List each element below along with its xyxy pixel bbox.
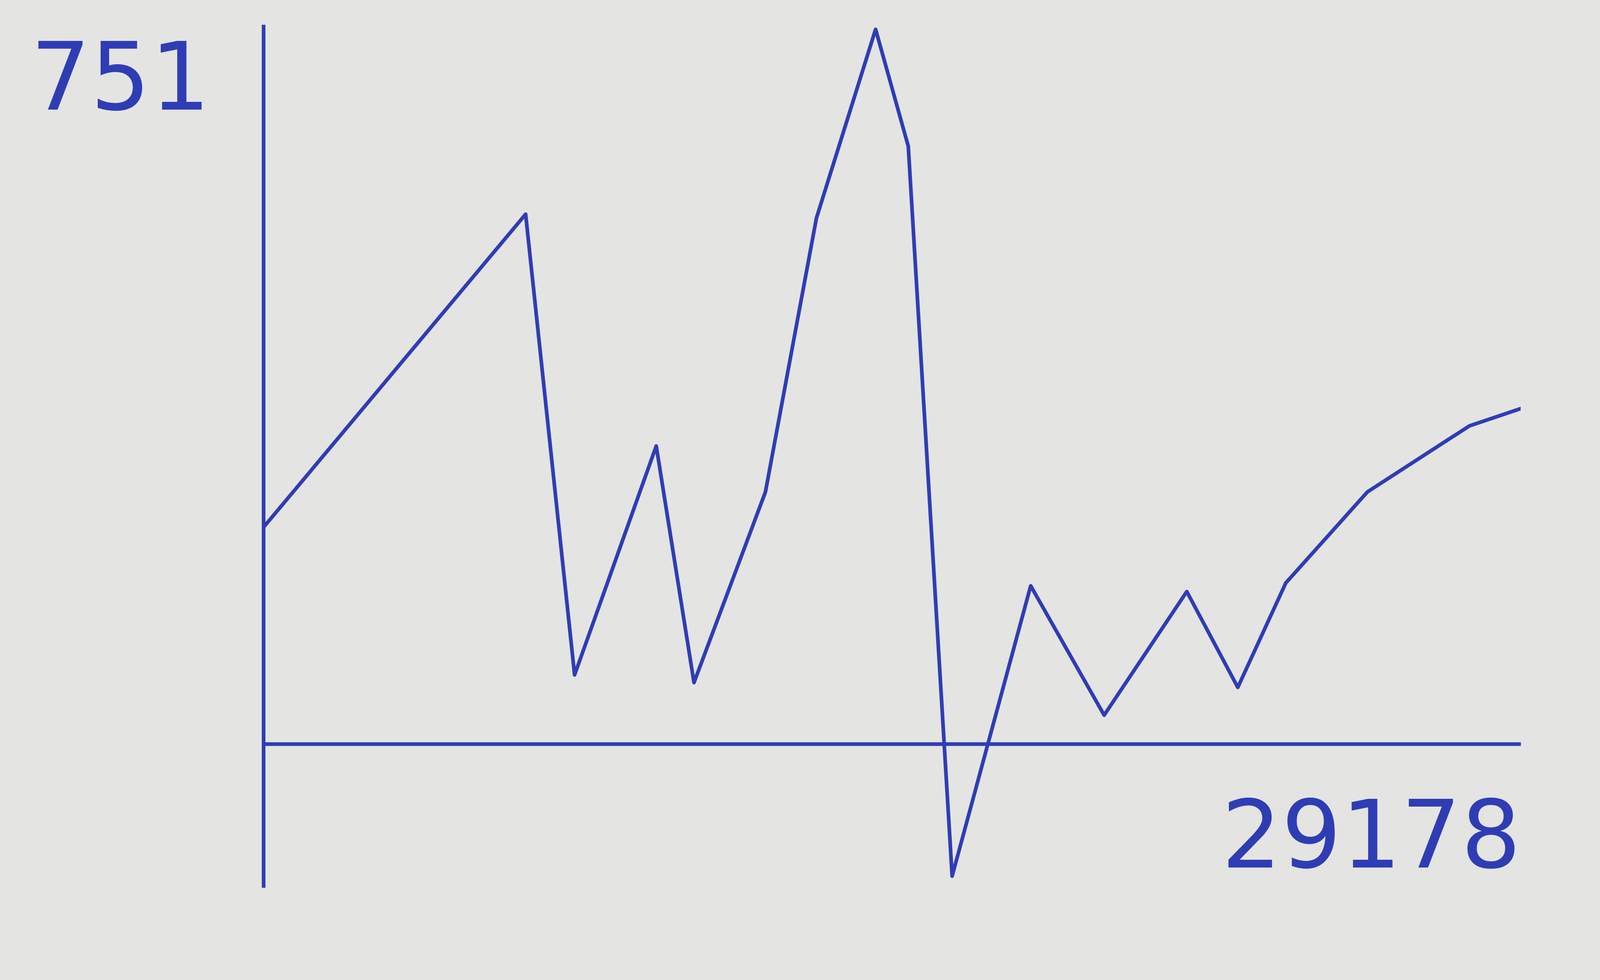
axis-line: [263, 742, 1522, 747]
tick-label: 751: [30, 22, 211, 132]
line: [263, 29, 1521, 877]
tick: 751: [30, 22, 264, 132]
y-axis: 751: [30, 22, 264, 888]
tick: 29178: [1221, 743, 1522, 890]
axis-line: [261, 24, 266, 888]
x-axis: 29178: [263, 743, 1522, 890]
tick-label: 29178: [1221, 780, 1522, 890]
plot-area: [263, 29, 1521, 877]
chart: 751 29178: [0, 0, 1600, 980]
